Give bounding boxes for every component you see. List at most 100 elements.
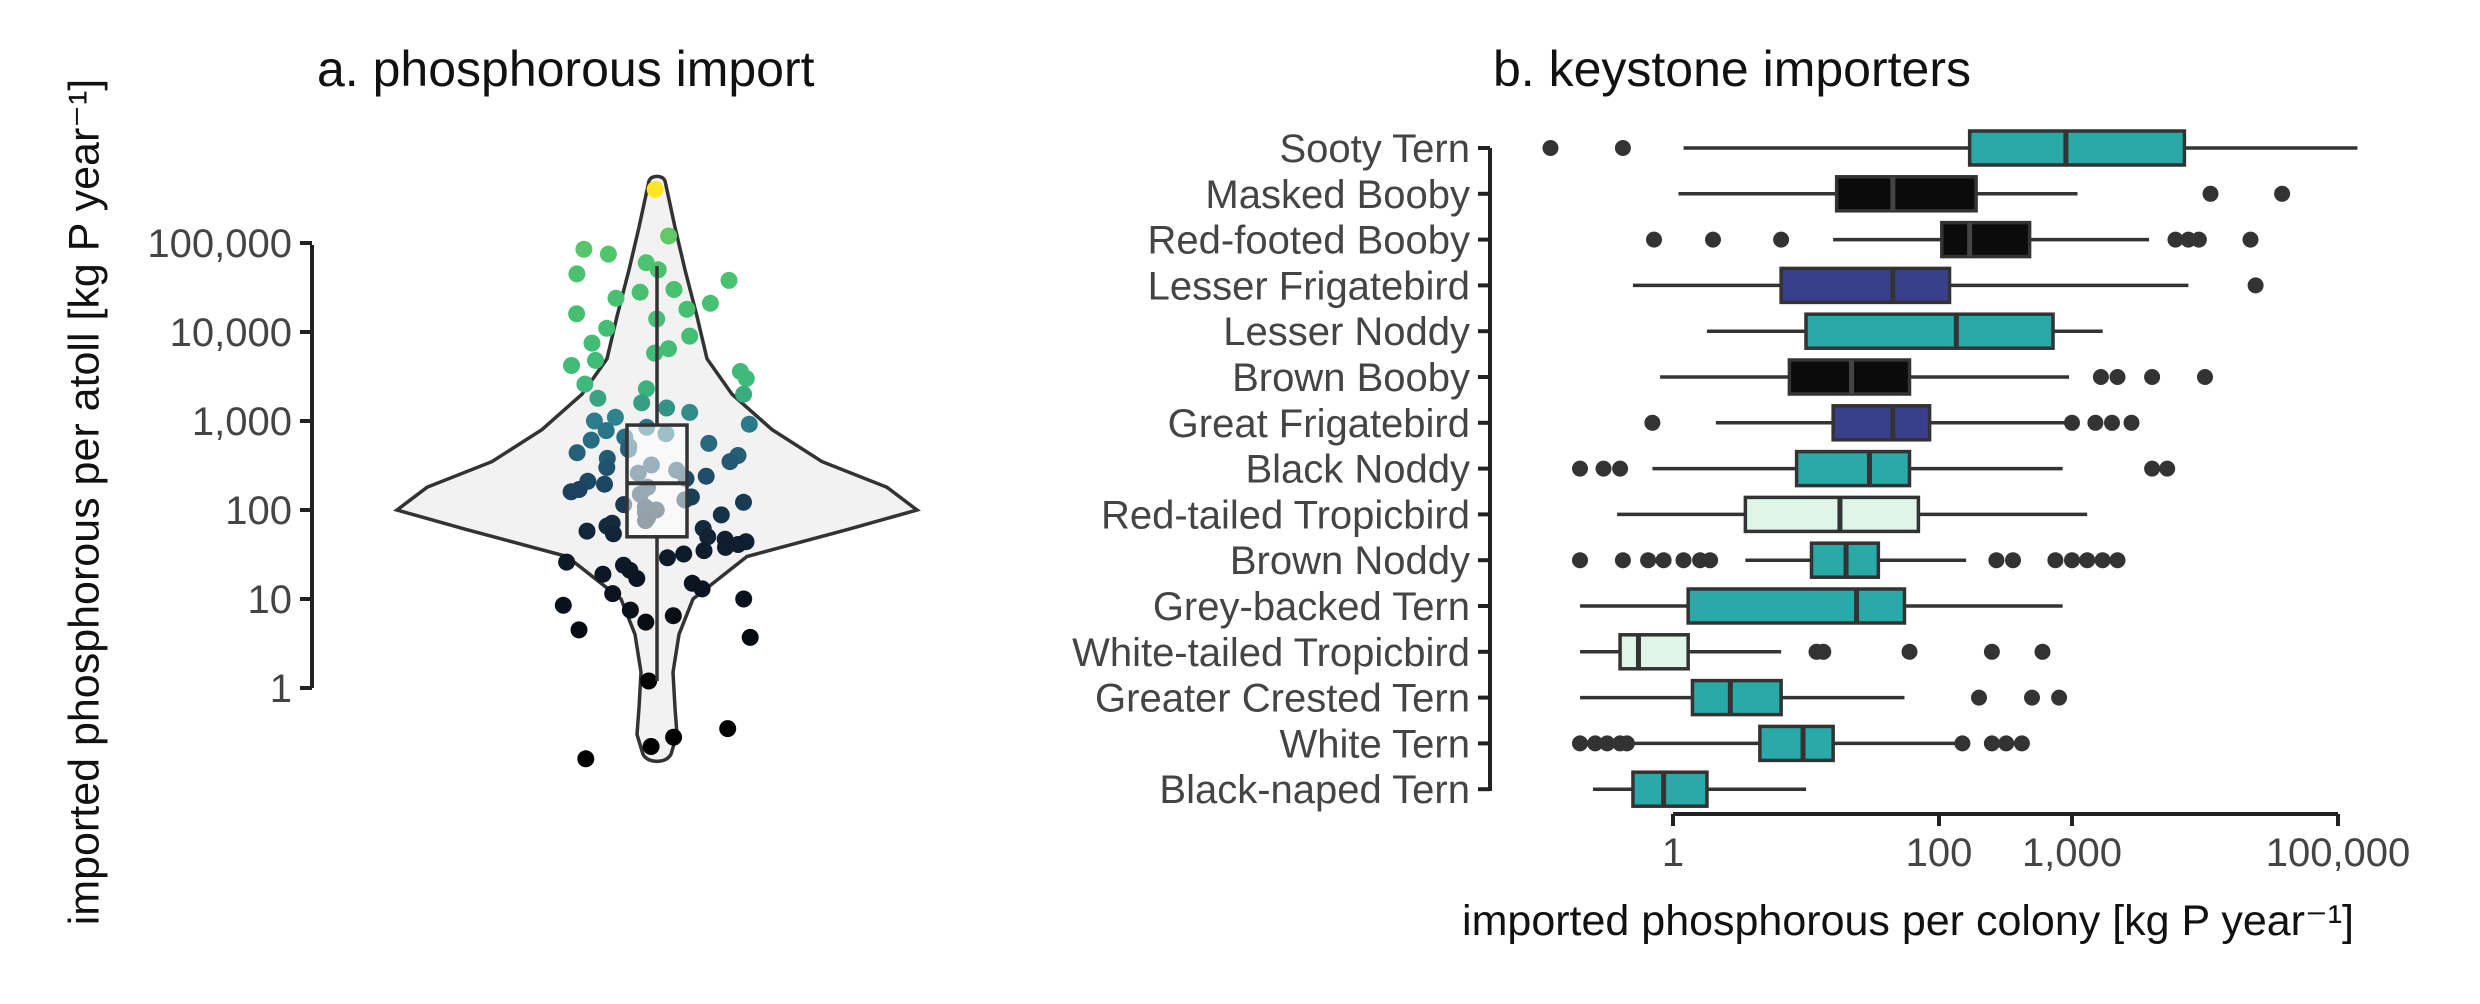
outlier-white-tailed-tropicbird-1 — [1815, 643, 1832, 660]
box-sooty-tern — [1967, 129, 2187, 167]
data-point-99 — [642, 738, 660, 755]
data-point-10 — [607, 289, 625, 307]
data-point-19 — [646, 344, 664, 362]
cat-label-lesser-frigatebird: Lesser Frigatebird — [1148, 264, 1470, 308]
box-lesser-frigatebird — [1779, 266, 1952, 305]
data-point-45 — [721, 453, 739, 471]
y-tick-label-100000: 100,000 — [147, 222, 292, 266]
outlier-masked-booby-0 — [2202, 185, 2219, 202]
data-point-50 — [697, 467, 715, 485]
outlier-white-tern-5 — [1954, 735, 1971, 752]
cat-label-sooty-tern: Sooty Tern — [1280, 127, 1471, 171]
outlier-red-footed-booby-3 — [2167, 231, 2184, 248]
y-tick-label-1000: 1,000 — [192, 400, 292, 444]
outlier-brown-booby-3 — [2197, 369, 2213, 385]
data-point-98 — [665, 728, 683, 746]
data-point-56 — [562, 483, 580, 501]
outlier-brown-booby-2 — [2144, 369, 2161, 385]
data-point-80 — [658, 549, 676, 567]
data-point-42 — [568, 444, 586, 462]
outlier-sooty-tern-0 — [1542, 140, 1559, 156]
cat-label-greater-crested-tern: Greater Crested Tern — [1095, 677, 1470, 721]
data-point-65 — [712, 506, 730, 524]
data-point-100 — [577, 750, 595, 768]
outlier-brown-booby-0 — [2092, 369, 2109, 385]
data-point-78 — [695, 542, 713, 560]
outlier-black-noddy-2 — [1612, 460, 1629, 477]
outlier-great-frigatebird-0 — [1644, 414, 1661, 431]
data-point-96 — [640, 672, 658, 690]
data-point-21 — [563, 357, 580, 374]
outlier-red-footed-booby-2 — [1773, 231, 1790, 248]
outlier-white-tern-0 — [1572, 735, 1588, 752]
outlier-white-tern-1 — [1587, 735, 1604, 752]
panel-b-title: b. keystone importers — [1493, 41, 1971, 97]
outlier-brown-noddy-3 — [1655, 552, 1672, 569]
outlier-brown-noddy-2 — [1640, 552, 1657, 569]
outlier-brown-noddy-0 — [1572, 552, 1588, 569]
y-tick-label-1: 1 — [270, 667, 292, 711]
cat-label-white-tern: White Tern — [1280, 722, 1470, 766]
cat-label-brown-noddy: Brown Noddy — [1230, 539, 1470, 583]
outlier-lesser-frigatebird-0 — [2247, 277, 2264, 294]
cat-label-masked-booby: Masked Booby — [1205, 173, 1470, 217]
data-point-53 — [596, 475, 613, 493]
outlier-brown-noddy-4 — [1675, 552, 1692, 569]
outlier-great-frigatebird-1 — [2064, 414, 2080, 431]
outlier-brown-noddy-11 — [2079, 552, 2096, 569]
outlier-white-tern-2 — [1599, 735, 1616, 752]
cat-label-red-tailed-tropicbird: Red-tailed Tropicbird — [1101, 493, 1470, 537]
box-white-tailed-tropicbird — [1618, 633, 1690, 671]
panel-b-x-ticks: 1 100 1,000 100,000 — [1662, 812, 2410, 875]
outlier-brown-booby-1 — [2109, 369, 2126, 385]
data-point-84 — [594, 565, 612, 583]
data-point-15 — [598, 319, 616, 337]
x-tick-label-1000: 1,000 — [2022, 831, 2122, 875]
data-point-90 — [554, 596, 572, 614]
cat-label-brown-booby: Brown Booby — [1232, 356, 1470, 400]
cat-label-red-footed-booby: Red-footed Booby — [1148, 219, 1470, 263]
outlier-brown-noddy-9 — [2047, 552, 2064, 569]
outlier-greater-crested-tern-0 — [1971, 689, 1987, 706]
outlier-red-footed-booby-5 — [2190, 231, 2207, 248]
data-point-1 — [660, 227, 678, 245]
data-point-26 — [735, 385, 753, 403]
outlier-brown-noddy-1 — [1614, 552, 1631, 569]
data-point-8 — [665, 281, 683, 298]
y-tick-label-10: 10 — [248, 578, 293, 622]
x-tick-label-1: 1 — [1662, 831, 1684, 875]
data-point-97 — [719, 720, 737, 738]
cat-label-lesser-noddy: Lesser Noddy — [1223, 310, 1470, 354]
box-grey-backed-tern — [1686, 587, 1907, 625]
box-great-frigatebird — [1831, 404, 1932, 442]
outlier-red-footed-booby-1 — [1705, 231, 1721, 248]
data-point-88 — [604, 585, 622, 603]
data-point-33 — [740, 415, 758, 433]
outlier-red-footed-booby-6 — [2242, 231, 2259, 248]
data-point-38 — [582, 431, 600, 449]
data-point-31 — [606, 408, 624, 426]
panel-a-boxplot — [625, 266, 689, 681]
data-point-71 — [578, 522, 596, 540]
data-point-73 — [699, 528, 717, 546]
data-point-13 — [568, 305, 586, 323]
panel-a-y-ticks: 1 10 100 1,000 10,000 100,000 — [147, 222, 312, 711]
data-point-32 — [585, 412, 603, 430]
data-point-91 — [621, 601, 639, 619]
data-point-94 — [570, 621, 588, 639]
data-point-12 — [678, 300, 696, 318]
data-point-6 — [568, 265, 586, 283]
data-point-60 — [735, 493, 752, 511]
outlier-white-tern-8 — [2013, 735, 2030, 752]
outlier-brown-noddy-10 — [2064, 552, 2080, 569]
data-point-2 — [575, 240, 593, 258]
data-point-77 — [717, 538, 734, 556]
box-greater-crested-tern — [1690, 678, 1783, 717]
outlier-black-noddy-1 — [1595, 460, 1612, 477]
outlier-great-frigatebird-2 — [2087, 414, 2104, 431]
data-point-93 — [637, 613, 655, 631]
outlier-black-noddy-0 — [1572, 460, 1588, 477]
outlier-red-footed-booby-0 — [1646, 231, 1662, 248]
